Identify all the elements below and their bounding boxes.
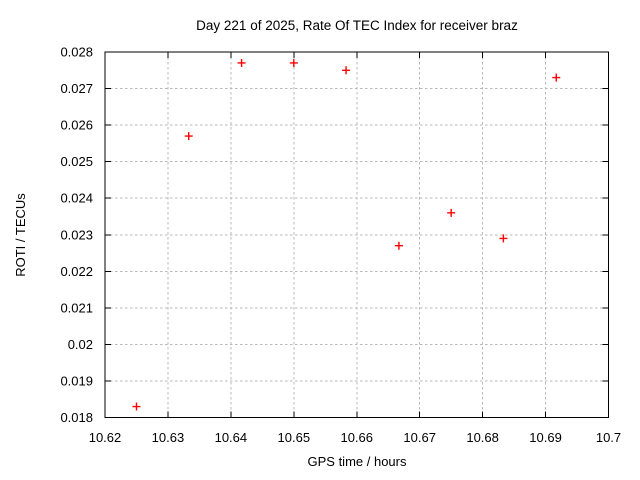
- x-tick-label: 10.65: [278, 430, 311, 445]
- y-tick-label: 0.018: [60, 410, 93, 425]
- x-tick-label: 10.63: [152, 430, 185, 445]
- x-tick-label: 10.69: [529, 430, 562, 445]
- y-tick-label: 0.02: [68, 337, 93, 352]
- tick-labels: 10.62 10.63 10.64 10.65 10.66 10.67 10.68 10.69…: [60, 45, 621, 446]
- x-tick-label: 10.7: [596, 430, 621, 445]
- y-tick-label: 0.025: [60, 154, 93, 169]
- y-tick-label: 0.026: [60, 118, 93, 133]
- data-point: [342, 66, 351, 75]
- x-tick-label: 10.62: [89, 430, 122, 445]
- data-point: [499, 234, 508, 243]
- chart-title: Day 221 of 2025, Rate Of TEC Index for r…: [196, 18, 518, 33]
- data-point: [447, 208, 456, 217]
- y-axis-label: ROTI / TECUs: [13, 193, 28, 277]
- data-point: [237, 58, 246, 67]
- x-tick-label: 10.67: [403, 430, 436, 445]
- axes: [104, 51, 609, 418]
- data-point: [184, 132, 193, 141]
- y-tick-label: 0.023: [60, 227, 93, 242]
- x-tick-label: 10.64: [215, 430, 248, 445]
- x-axis-label: GPS time / hours: [308, 454, 407, 469]
- y-tick-label: 0.021: [60, 300, 93, 315]
- x-tick-label: 10.68: [466, 430, 499, 445]
- y-tick-label: 0.027: [60, 81, 93, 96]
- y-tick-label: 0.028: [60, 45, 93, 60]
- data-point: [394, 241, 403, 250]
- data-points: [132, 58, 561, 411]
- data-point: [132, 402, 141, 411]
- y-tick-label: 0.019: [60, 373, 93, 388]
- y-tick-label: 0.024: [60, 191, 93, 206]
- grid-lines: [105, 52, 609, 418]
- data-point: [552, 73, 561, 82]
- x-tick-label: 10.66: [340, 430, 373, 445]
- y-tick-label: 0.022: [60, 264, 93, 279]
- data-point: [289, 58, 298, 67]
